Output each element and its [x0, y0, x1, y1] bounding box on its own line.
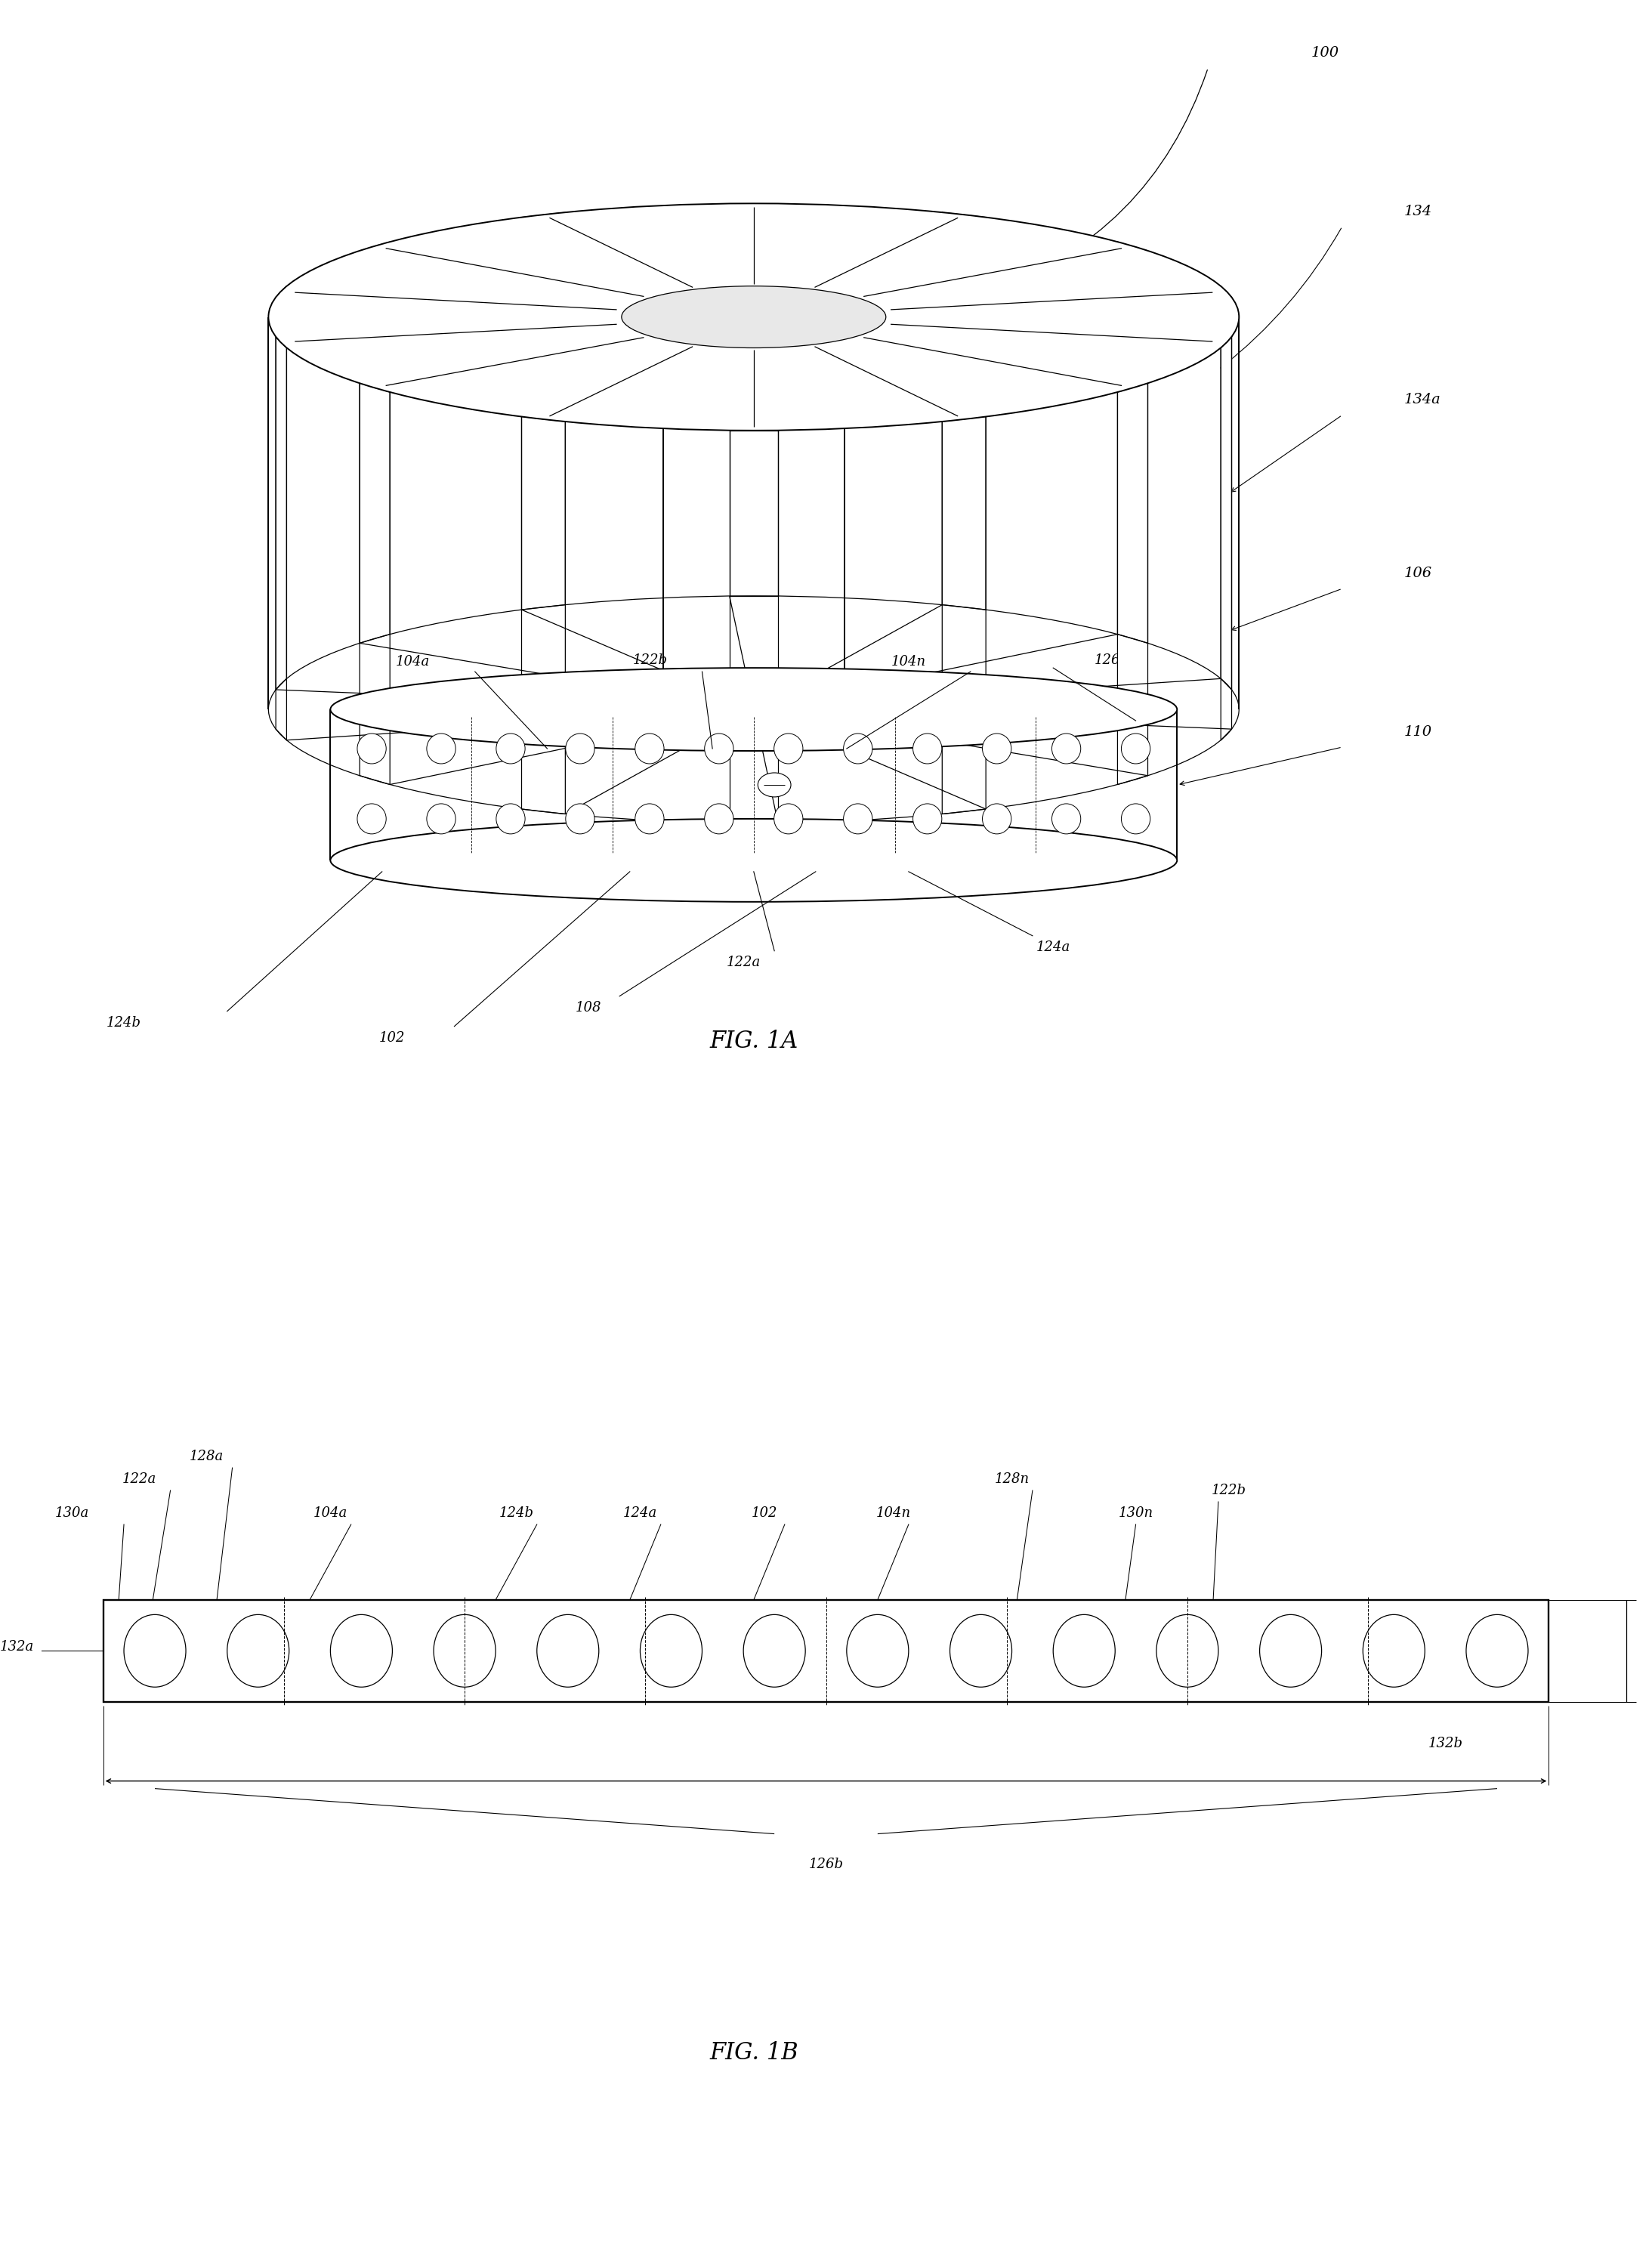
Text: 124a: 124a	[623, 1506, 657, 1519]
Text: 126a: 126a	[1094, 654, 1128, 668]
Text: FIG. 1B: FIG. 1B	[709, 2040, 798, 2065]
Ellipse shape	[565, 734, 595, 763]
Ellipse shape	[621, 285, 885, 349]
Text: 100: 100	[1312, 45, 1340, 59]
Ellipse shape	[1260, 1614, 1322, 1687]
Text: FIG. 1A: FIG. 1A	[709, 1030, 798, 1053]
Text: 130a: 130a	[55, 1506, 89, 1519]
Ellipse shape	[950, 1614, 1011, 1687]
Ellipse shape	[634, 734, 664, 763]
Ellipse shape	[496, 804, 525, 833]
Polygon shape	[730, 430, 778, 822]
Polygon shape	[942, 417, 986, 815]
Ellipse shape	[1465, 1614, 1528, 1687]
Polygon shape	[276, 285, 286, 691]
Text: 132a: 132a	[0, 1639, 35, 1655]
Ellipse shape	[124, 1614, 185, 1687]
Ellipse shape	[537, 1614, 600, 1687]
Ellipse shape	[914, 804, 942, 833]
Ellipse shape	[565, 804, 595, 833]
Text: 128n: 128n	[995, 1472, 1029, 1485]
Ellipse shape	[1054, 1614, 1115, 1687]
Text: 122b: 122b	[1211, 1483, 1246, 1497]
Text: 124a: 124a	[1036, 940, 1070, 953]
Text: 132b: 132b	[1427, 1736, 1464, 1750]
Ellipse shape	[226, 1614, 289, 1687]
Ellipse shape	[704, 804, 733, 833]
Polygon shape	[360, 242, 390, 643]
Ellipse shape	[639, 1614, 702, 1687]
Text: 106: 106	[1404, 566, 1432, 580]
Ellipse shape	[1156, 1614, 1218, 1687]
Polygon shape	[1221, 285, 1232, 691]
Text: 104n: 104n	[890, 654, 927, 668]
Polygon shape	[360, 383, 390, 786]
Ellipse shape	[1363, 1614, 1424, 1687]
Polygon shape	[522, 213, 565, 609]
Text: 122a: 122a	[122, 1472, 157, 1485]
Text: 110: 110	[1404, 724, 1432, 738]
Ellipse shape	[496, 734, 525, 763]
Text: 104a: 104a	[314, 1506, 347, 1519]
Ellipse shape	[426, 734, 456, 763]
Text: 134: 134	[1404, 204, 1432, 217]
Circle shape	[758, 772, 791, 797]
Ellipse shape	[844, 734, 872, 763]
Ellipse shape	[357, 734, 387, 763]
Text: 124b: 124b	[106, 1017, 142, 1030]
Text: 126b: 126b	[808, 1856, 844, 1870]
Ellipse shape	[846, 1614, 909, 1687]
Polygon shape	[942, 213, 986, 609]
Text: 102: 102	[380, 1030, 405, 1044]
Ellipse shape	[1122, 804, 1150, 833]
Ellipse shape	[1052, 804, 1080, 833]
Polygon shape	[276, 337, 286, 740]
Ellipse shape	[1122, 734, 1150, 763]
Text: 134a: 134a	[1404, 394, 1441, 408]
Ellipse shape	[983, 734, 1011, 763]
Ellipse shape	[704, 734, 733, 763]
Ellipse shape	[426, 804, 456, 833]
Ellipse shape	[330, 820, 1176, 901]
Bar	[102, 1601, 1550, 1703]
Polygon shape	[730, 204, 778, 595]
Polygon shape	[1117, 383, 1148, 786]
Polygon shape	[1221, 337, 1232, 740]
Text: 104n: 104n	[876, 1506, 910, 1519]
Ellipse shape	[775, 804, 803, 833]
Text: 128a: 128a	[190, 1449, 223, 1463]
Text: 124b: 124b	[499, 1506, 534, 1519]
Ellipse shape	[268, 204, 1239, 430]
Text: 130n: 130n	[1118, 1506, 1153, 1519]
Ellipse shape	[662, 688, 844, 731]
Polygon shape	[522, 417, 565, 815]
Ellipse shape	[330, 1614, 392, 1687]
Ellipse shape	[330, 668, 1176, 752]
Ellipse shape	[433, 1614, 496, 1687]
Ellipse shape	[743, 1614, 805, 1687]
Text: 102: 102	[752, 1506, 776, 1519]
Text: 108: 108	[575, 1001, 601, 1014]
Ellipse shape	[914, 734, 942, 763]
Polygon shape	[1117, 242, 1148, 643]
Ellipse shape	[983, 804, 1011, 833]
Ellipse shape	[844, 804, 872, 833]
Text: 122a: 122a	[727, 955, 760, 969]
Ellipse shape	[1052, 734, 1080, 763]
Text: 122b: 122b	[633, 654, 667, 668]
Ellipse shape	[775, 734, 803, 763]
Ellipse shape	[634, 804, 664, 833]
Ellipse shape	[357, 804, 387, 833]
Text: 104a: 104a	[396, 654, 430, 668]
